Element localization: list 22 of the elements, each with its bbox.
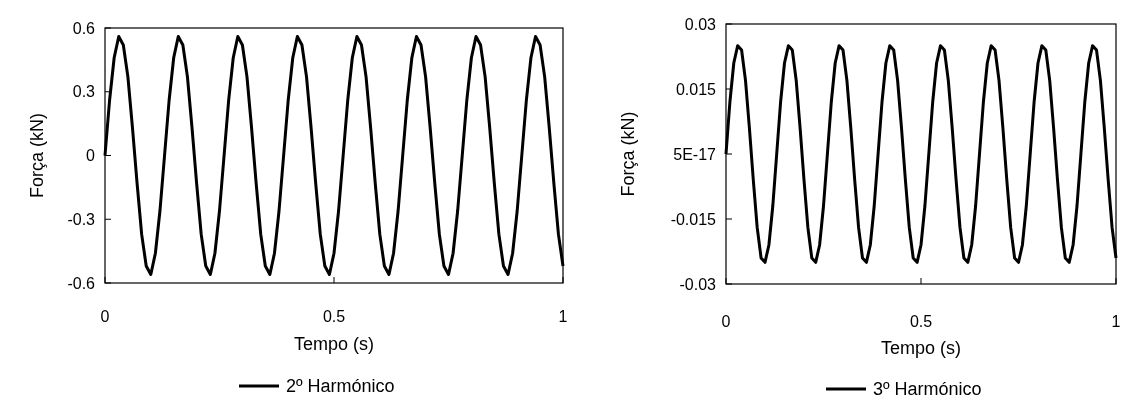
x-tick-label: 1 [1111, 313, 1121, 330]
y-tick-label: -0.015 [670, 210, 717, 228]
y-tick-label: 5E-17 [673, 145, 717, 163]
legend-label: 3º Harmónico [873, 379, 982, 399]
x-tick-label: 0 [721, 313, 731, 330]
x-tick-label: 0 [100, 308, 110, 325]
y-tick-label: 0 [86, 147, 96, 165]
y-tick-label: 0.015 [675, 80, 717, 98]
x-axis-title: Tempo (s) [293, 334, 375, 354]
x-axis-title: Tempo (s) [880, 338, 962, 358]
y-tick-label: 0.3 [72, 83, 96, 101]
y-tick-label: -0.03 [679, 275, 717, 293]
y-axis-title: Força (kN) [618, 111, 638, 197]
y-axis-title: Força (kN) [27, 113, 47, 198]
y-tick-label: -0.3 [67, 210, 96, 228]
y-tick-label: 0.6 [72, 19, 96, 37]
x-tick-label: 0.5 [909, 313, 933, 330]
y-tick-label: -0.6 [67, 274, 96, 292]
y-tick-label: 0.03 [684, 15, 717, 33]
x-tick-label: 0.5 [322, 308, 346, 325]
legend-label: 2º Harmónico [286, 376, 395, 396]
x-tick-label: 1 [558, 308, 568, 325]
